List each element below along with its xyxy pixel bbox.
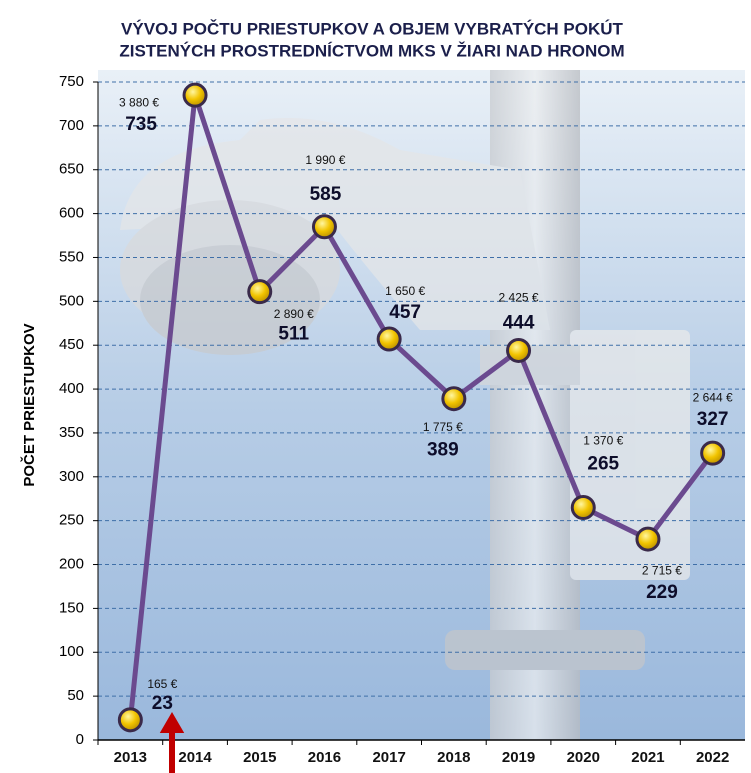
annotation: 2 715 €: [642, 563, 682, 577]
y-tick-label: 600: [59, 205, 84, 222]
data-label: 23: [152, 693, 173, 714]
y-tick-label: 150: [59, 599, 84, 616]
data-label: 327: [697, 409, 729, 430]
marker: [506, 337, 532, 363]
y-axis-label: POČET PRIESTUPKOV: [20, 323, 38, 486]
data-label: 585: [310, 184, 342, 205]
y-tick-label: 450: [59, 336, 84, 353]
y-tick-label: 250: [59, 512, 84, 529]
y-tick-label: 0: [76, 731, 84, 748]
data-label: 389: [427, 440, 459, 461]
line: [127, 92, 715, 721]
marker: [117, 707, 143, 733]
marker: [247, 279, 273, 305]
marker: [182, 82, 208, 108]
y-tick-label: 750: [59, 73, 84, 90]
annotation: 3 880 €: [119, 95, 159, 109]
annotation: 2 890 €: [274, 307, 314, 321]
marker: [376, 326, 402, 352]
chart-title: VÝVOJ POČTU PRIESTUPKOV A OBJEM VYBRATÝC…: [121, 19, 623, 38]
data-label: 457: [389, 302, 421, 323]
arrow: [159, 712, 185, 773]
y-tick-label: 500: [59, 292, 84, 309]
y-tick-label: 200: [59, 556, 84, 573]
y-tick-label: 50: [67, 687, 84, 704]
data-label: 265: [587, 454, 619, 475]
annotation: 2 425 €: [499, 291, 539, 305]
marker: [635, 526, 661, 552]
marker: [441, 386, 467, 412]
marker: [700, 440, 726, 466]
x-tick-label: 2018: [437, 749, 470, 766]
annotation: 1 370 €: [583, 434, 623, 448]
y-tick-label: 300: [59, 468, 84, 485]
x-tick-label: 2016: [308, 749, 341, 766]
chart-title: ZISTENÝCH PROSTREDNÍCTVOM MKS V ŽIARI NA…: [119, 41, 624, 60]
x-tick-label: 2014: [178, 749, 212, 766]
x-tick-label: 2017: [372, 749, 405, 766]
data-label: 735: [125, 114, 157, 135]
x-tick-label: 2019: [502, 749, 535, 766]
x-tick-label: 2020: [567, 749, 600, 766]
y-tick-label: 350: [59, 424, 84, 441]
annotation: 1 775 €: [423, 420, 463, 434]
y-tick-label: 100: [59, 643, 84, 660]
marker: [570, 495, 596, 521]
annotation: 165 €: [147, 677, 177, 691]
x-tick-label: 2015: [243, 749, 276, 766]
annotation: 2 644 €: [693, 390, 733, 404]
y-tick-label: 650: [59, 161, 84, 178]
data-label: 511: [278, 324, 309, 345]
data-label: 444: [503, 312, 535, 333]
y-tick-label: 700: [59, 117, 84, 134]
marker: [311, 214, 337, 240]
x-tick-label: 2021: [631, 749, 664, 766]
annotation: 1 650 €: [385, 284, 425, 298]
x-tick-label: 2022: [696, 749, 729, 766]
y-tick-label: 400: [59, 380, 84, 397]
data-label: 229: [646, 582, 678, 603]
x-tick-label: 2013: [114, 749, 147, 766]
annotation: 1 990 €: [305, 153, 345, 167]
y-tick-label: 550: [59, 248, 84, 265]
